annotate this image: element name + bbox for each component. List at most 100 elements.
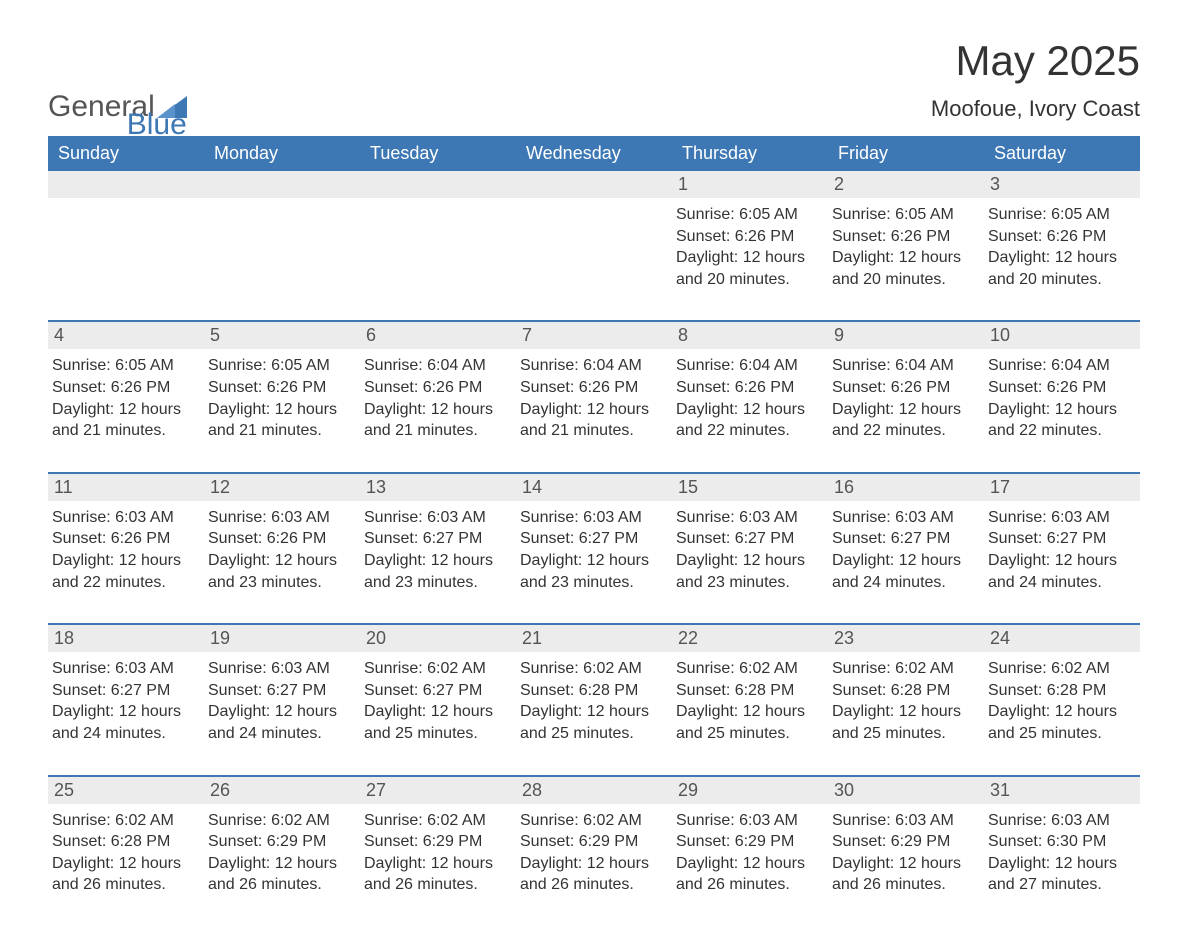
sunrise-line: Sunrise: 6:03 AM — [520, 507, 664, 529]
sunrise-line: Sunrise: 6:04 AM — [364, 355, 508, 377]
sunrise-line: Sunrise: 6:02 AM — [520, 810, 664, 832]
sunrise-line: Sunrise: 6:03 AM — [208, 507, 352, 529]
day-number: 29 — [672, 777, 828, 804]
week-row: 4Sunrise: 6:05 AMSunset: 6:26 PMDaylight… — [48, 320, 1140, 447]
day-number: 16 — [828, 474, 984, 501]
sunset-line: Sunset: 6:29 PM — [364, 831, 508, 853]
sunrise-line: Sunrise: 6:03 AM — [832, 810, 976, 832]
sunrise-line: Sunrise: 6:02 AM — [832, 658, 976, 680]
weekday-header: Tuesday — [360, 136, 516, 171]
daylight-line: Daylight: 12 hours and 26 minutes. — [52, 853, 196, 896]
sunset-line: Sunset: 6:29 PM — [208, 831, 352, 853]
day-number: 14 — [516, 474, 672, 501]
day-cell: 4Sunrise: 6:05 AMSunset: 6:26 PMDaylight… — [48, 322, 204, 447]
day-cell: 18Sunrise: 6:03 AMSunset: 6:27 PMDayligh… — [48, 625, 204, 750]
daylight-line: Daylight: 12 hours and 25 minutes. — [676, 701, 820, 744]
day-number: 31 — [984, 777, 1140, 804]
sunrise-line: Sunrise: 6:05 AM — [52, 355, 196, 377]
sunrise-line: Sunrise: 6:03 AM — [676, 507, 820, 529]
daylight-line: Daylight: 12 hours and 21 minutes. — [520, 399, 664, 442]
sunset-line: Sunset: 6:29 PM — [676, 831, 820, 853]
day-number: 25 — [48, 777, 204, 804]
sunrise-line: Sunrise: 6:05 AM — [988, 204, 1132, 226]
daylight-line: Daylight: 12 hours and 27 minutes. — [988, 853, 1132, 896]
sunrise-line: Sunrise: 6:03 AM — [52, 658, 196, 680]
sunset-line: Sunset: 6:26 PM — [208, 528, 352, 550]
day-number: 5 — [204, 322, 360, 349]
day-cell: 25Sunrise: 6:02 AMSunset: 6:28 PMDayligh… — [48, 777, 204, 902]
day-number: 4 — [48, 322, 204, 349]
day-number: 12 — [204, 474, 360, 501]
weekday-header: Wednesday — [516, 136, 672, 171]
title-month: May 2025 — [931, 40, 1140, 82]
sunrise-line: Sunrise: 6:04 AM — [988, 355, 1132, 377]
sunset-line: Sunset: 6:27 PM — [364, 680, 508, 702]
day-cell: 16Sunrise: 6:03 AMSunset: 6:27 PMDayligh… — [828, 474, 984, 599]
daylight-line: Daylight: 12 hours and 25 minutes. — [520, 701, 664, 744]
daylight-line: Daylight: 12 hours and 20 minutes. — [832, 247, 976, 290]
sunset-line: Sunset: 6:27 PM — [520, 528, 664, 550]
day-cell: 22Sunrise: 6:02 AMSunset: 6:28 PMDayligh… — [672, 625, 828, 750]
daylight-line: Daylight: 12 hours and 23 minutes. — [676, 550, 820, 593]
day-cell — [360, 171, 516, 296]
day-cell: 31Sunrise: 6:03 AMSunset: 6:30 PMDayligh… — [984, 777, 1140, 902]
sunrise-line: Sunrise: 6:02 AM — [52, 810, 196, 832]
day-number: 24 — [984, 625, 1140, 652]
daylight-line: Daylight: 12 hours and 24 minutes. — [208, 701, 352, 744]
day-cell: 1Sunrise: 6:05 AMSunset: 6:26 PMDaylight… — [672, 171, 828, 296]
sunset-line: Sunset: 6:29 PM — [520, 831, 664, 853]
day-number: 10 — [984, 322, 1140, 349]
day-cell — [516, 171, 672, 296]
sunrise-line: Sunrise: 6:03 AM — [52, 507, 196, 529]
sunrise-line: Sunrise: 6:02 AM — [520, 658, 664, 680]
calendar-header-row: SundayMondayTuesdayWednesdayThursdayFrid… — [48, 136, 1140, 171]
sunrise-line: Sunrise: 6:04 AM — [676, 355, 820, 377]
sunset-line: Sunset: 6:26 PM — [988, 226, 1132, 248]
day-cell: 23Sunrise: 6:02 AMSunset: 6:28 PMDayligh… — [828, 625, 984, 750]
week-row: 11Sunrise: 6:03 AMSunset: 6:26 PMDayligh… — [48, 472, 1140, 599]
day-cell: 3Sunrise: 6:05 AMSunset: 6:26 PMDaylight… — [984, 171, 1140, 296]
day-number: 28 — [516, 777, 672, 804]
day-cell: 8Sunrise: 6:04 AMSunset: 6:26 PMDaylight… — [672, 322, 828, 447]
sunrise-line: Sunrise: 6:02 AM — [988, 658, 1132, 680]
day-number: 23 — [828, 625, 984, 652]
sunrise-line: Sunrise: 6:03 AM — [676, 810, 820, 832]
day-cell — [48, 171, 204, 296]
sunrise-line: Sunrise: 6:03 AM — [208, 658, 352, 680]
day-cell: 17Sunrise: 6:03 AMSunset: 6:27 PMDayligh… — [984, 474, 1140, 599]
day-number: 17 — [984, 474, 1140, 501]
daylight-line: Daylight: 12 hours and 23 minutes. — [364, 550, 508, 593]
day-number: 2 — [828, 171, 984, 198]
sunset-line: Sunset: 6:28 PM — [676, 680, 820, 702]
week-row: 18Sunrise: 6:03 AMSunset: 6:27 PMDayligh… — [48, 623, 1140, 750]
day-number: 22 — [672, 625, 828, 652]
daylight-line: Daylight: 12 hours and 21 minutes. — [52, 399, 196, 442]
week-row: 1Sunrise: 6:05 AMSunset: 6:26 PMDaylight… — [48, 171, 1140, 296]
sunset-line: Sunset: 6:27 PM — [208, 680, 352, 702]
day-cell: 21Sunrise: 6:02 AMSunset: 6:28 PMDayligh… — [516, 625, 672, 750]
daylight-line: Daylight: 12 hours and 26 minutes. — [832, 853, 976, 896]
day-number — [516, 171, 672, 198]
sunset-line: Sunset: 6:27 PM — [52, 680, 196, 702]
daylight-line: Daylight: 12 hours and 22 minutes. — [832, 399, 976, 442]
day-number: 18 — [48, 625, 204, 652]
sunset-line: Sunset: 6:30 PM — [988, 831, 1132, 853]
day-cell: 15Sunrise: 6:03 AMSunset: 6:27 PMDayligh… — [672, 474, 828, 599]
day-number — [204, 171, 360, 198]
sunrise-line: Sunrise: 6:05 AM — [208, 355, 352, 377]
day-cell: 2Sunrise: 6:05 AMSunset: 6:26 PMDaylight… — [828, 171, 984, 296]
day-cell: 20Sunrise: 6:02 AMSunset: 6:27 PMDayligh… — [360, 625, 516, 750]
sunset-line: Sunset: 6:26 PM — [52, 528, 196, 550]
day-cell: 11Sunrise: 6:03 AMSunset: 6:26 PMDayligh… — [48, 474, 204, 599]
day-number: 26 — [204, 777, 360, 804]
sunset-line: Sunset: 6:26 PM — [832, 226, 976, 248]
daylight-line: Daylight: 12 hours and 24 minutes. — [832, 550, 976, 593]
day-cell: 7Sunrise: 6:04 AMSunset: 6:26 PMDaylight… — [516, 322, 672, 447]
daylight-line: Daylight: 12 hours and 22 minutes. — [52, 550, 196, 593]
day-number: 7 — [516, 322, 672, 349]
daylight-line: Daylight: 12 hours and 21 minutes. — [364, 399, 508, 442]
calendar: SundayMondayTuesdayWednesdayThursdayFrid… — [48, 136, 1140, 902]
sunset-line: Sunset: 6:27 PM — [676, 528, 820, 550]
weekday-header: Monday — [204, 136, 360, 171]
sunrise-line: Sunrise: 6:03 AM — [832, 507, 976, 529]
